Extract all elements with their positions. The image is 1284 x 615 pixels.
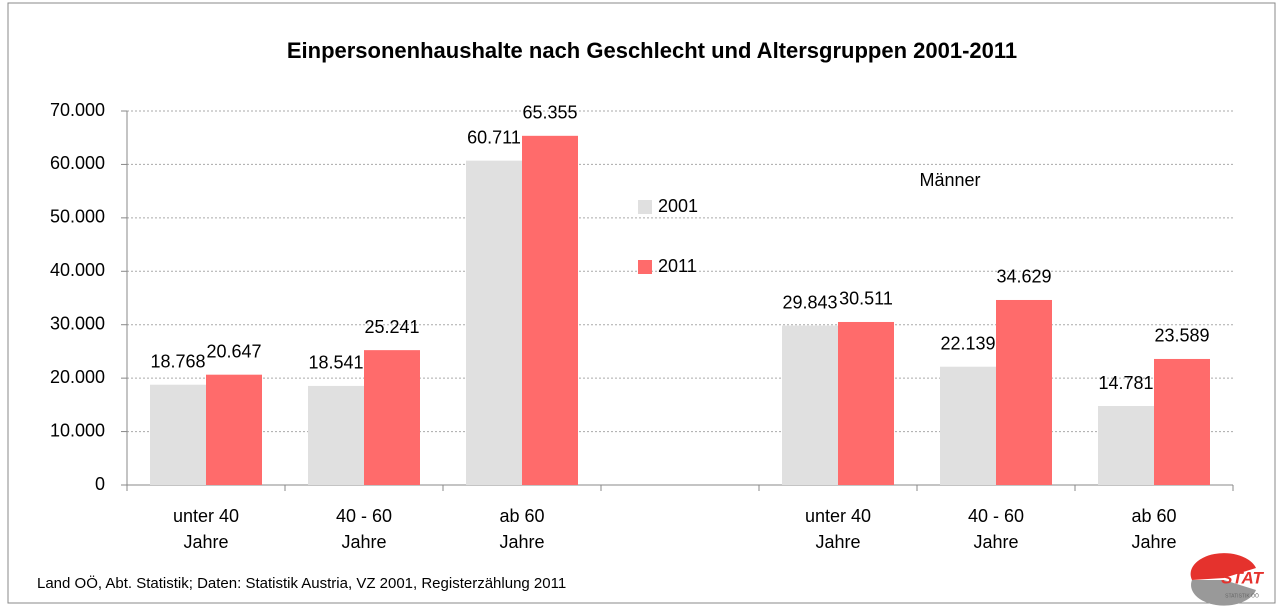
bar bbox=[782, 325, 838, 485]
value-label: 29.843 bbox=[782, 292, 837, 312]
x-tick-label: 40 - 60 Jahre bbox=[336, 506, 392, 552]
y-tick-label: 10.000 bbox=[50, 420, 105, 440]
logo: STAT STATISTIK OÖ bbox=[1190, 553, 1265, 606]
y-tick-label: 50.000 bbox=[50, 207, 105, 227]
bar bbox=[940, 366, 996, 485]
chart-frame bbox=[7, 2, 1276, 604]
annotation: Männer bbox=[919, 170, 980, 190]
value-label: 20.647 bbox=[206, 341, 261, 361]
logo-text: STAT bbox=[1221, 568, 1264, 587]
logo-shape bbox=[1191, 580, 1256, 606]
value-label: 30.511 bbox=[839, 289, 893, 309]
bar bbox=[308, 385, 364, 485]
logo-shape bbox=[1190, 553, 1256, 580]
bar bbox=[1098, 406, 1154, 485]
value-label: 18.768 bbox=[150, 351, 205, 371]
y-tick-label: 20.000 bbox=[50, 367, 105, 387]
bar bbox=[364, 350, 420, 485]
legend-label: 2011 bbox=[658, 256, 697, 276]
legend-label: 2001 bbox=[658, 196, 698, 216]
x-tick-label: ab 60 Jahre bbox=[499, 506, 544, 552]
bar bbox=[522, 135, 578, 485]
x-tick-label: ab 60 Jahre bbox=[1131, 506, 1176, 552]
value-label: 22.139 bbox=[940, 333, 995, 353]
source: Land OÖ, Abt. Statistik; Daten: Statisti… bbox=[37, 574, 566, 592]
y-tick-label: 60.000 bbox=[50, 153, 105, 173]
x-tick-label: unter 40 Jahre bbox=[805, 506, 871, 552]
value-label: 34.629 bbox=[996, 267, 1051, 287]
bar bbox=[1154, 358, 1210, 485]
x-tick-label: unter 40 Jahre bbox=[173, 506, 239, 552]
bar bbox=[838, 321, 894, 485]
logo-subtext: STATISTIK OÖ bbox=[1225, 592, 1259, 599]
y-tick-label: 0 bbox=[95, 474, 105, 494]
bar bbox=[150, 384, 206, 485]
value-label: 23.589 bbox=[1154, 326, 1209, 346]
value-label: 18.541 bbox=[308, 353, 363, 373]
bar bbox=[206, 374, 262, 485]
value-label: 14.781 bbox=[1098, 373, 1153, 393]
chart-title: Einpersonenhaushalte nach Geschlecht und… bbox=[287, 38, 1017, 63]
x-tick-label: 40 - 60 Jahre bbox=[968, 506, 1024, 552]
y-tick-label: 30.000 bbox=[50, 313, 105, 333]
legend-swatch bbox=[638, 200, 652, 214]
legend-swatch bbox=[638, 260, 652, 274]
bar bbox=[996, 299, 1052, 485]
bar bbox=[466, 160, 522, 485]
y-tick-label: 70.000 bbox=[50, 100, 105, 120]
value-label: 60.711 bbox=[467, 127, 521, 147]
value-label: 25.241 bbox=[364, 317, 419, 337]
y-tick-label: 40.000 bbox=[50, 260, 105, 280]
value-label: 65.355 bbox=[522, 103, 577, 123]
